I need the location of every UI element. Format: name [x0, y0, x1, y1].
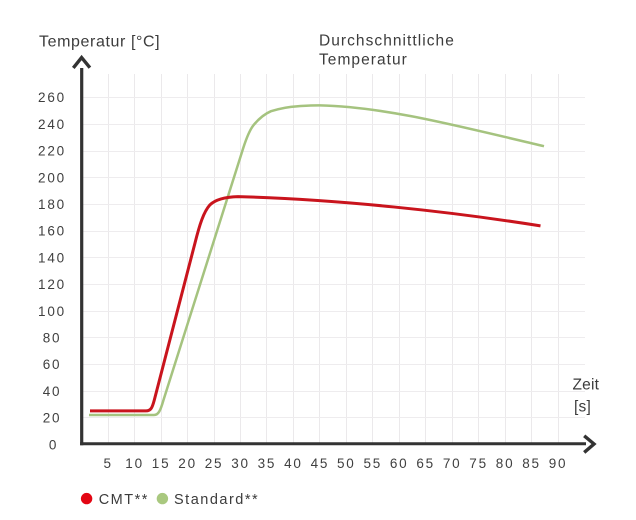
svg-text:90: 90	[549, 456, 568, 471]
svg-text:Zeit: Zeit	[573, 377, 600, 394]
svg-text:80: 80	[43, 331, 62, 346]
svg-text:Standard**: Standard**	[174, 492, 259, 508]
svg-text:55: 55	[363, 456, 382, 471]
svg-text:200: 200	[38, 170, 66, 185]
svg-text:Temperatur: Temperatur	[319, 51, 408, 68]
svg-text:10: 10	[125, 456, 144, 471]
svg-text:[s]: [s]	[574, 399, 591, 416]
svg-text:20: 20	[43, 411, 62, 426]
svg-text:CMT**: CMT**	[99, 492, 149, 508]
svg-text:40: 40	[43, 384, 62, 399]
svg-text:65: 65	[416, 456, 435, 471]
svg-text:15: 15	[152, 456, 171, 471]
svg-text:35: 35	[258, 456, 277, 471]
svg-text:20: 20	[178, 456, 197, 471]
svg-text:140: 140	[38, 250, 66, 265]
svg-text:60: 60	[390, 456, 409, 471]
svg-text:Durchschnittliche: Durchschnittliche	[319, 33, 455, 50]
svg-text:70: 70	[443, 456, 462, 471]
svg-text:120: 120	[38, 277, 66, 292]
svg-text:220: 220	[38, 144, 66, 159]
svg-text:160: 160	[38, 224, 66, 239]
svg-text:Temperatur [°C]: Temperatur [°C]	[39, 33, 160, 50]
svg-text:80: 80	[496, 456, 515, 471]
svg-text:180: 180	[38, 197, 66, 212]
svg-text:45: 45	[311, 456, 330, 471]
svg-text:50: 50	[337, 456, 356, 471]
svg-text:260: 260	[38, 90, 66, 105]
svg-text:75: 75	[469, 456, 488, 471]
svg-text:40: 40	[284, 456, 303, 471]
svg-text:25: 25	[205, 456, 224, 471]
svg-text:5: 5	[104, 456, 113, 471]
svg-text:30: 30	[231, 456, 250, 471]
svg-text:240: 240	[38, 117, 66, 132]
svg-text:0: 0	[49, 437, 58, 452]
svg-text:100: 100	[38, 304, 66, 319]
svg-text:60: 60	[43, 357, 62, 372]
svg-text:85: 85	[522, 456, 541, 471]
